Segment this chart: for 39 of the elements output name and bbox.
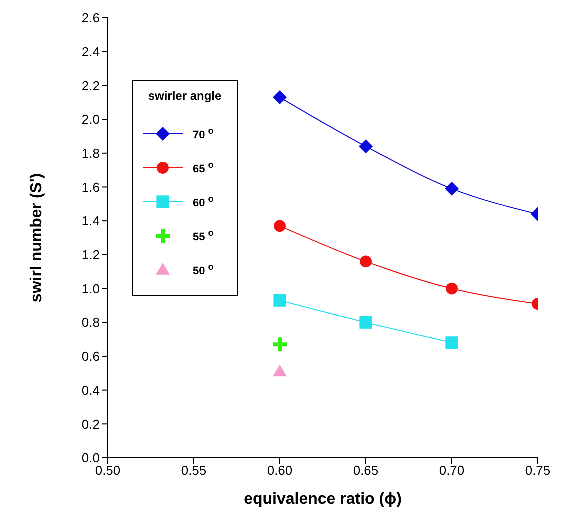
- legend-label: 65 $^{o}$: [193, 160, 214, 176]
- point: [360, 316, 372, 329]
- y-tick-label: 2.2: [82, 78, 100, 94]
- point: [273, 338, 287, 352]
- x-tick-label: 0.55: [181, 463, 207, 478]
- x-tick-label: 0.70: [439, 463, 465, 478]
- y-tick-label: 0.2: [82, 416, 100, 432]
- y-tick-label: 1.6: [82, 180, 100, 195]
- x-tick-label: 0.50: [95, 463, 121, 478]
- y-tick-label: 1.2: [82, 248, 100, 263]
- point: [274, 220, 286, 232]
- y-tick-label: 0.8: [82, 315, 100, 330]
- point: [446, 282, 458, 295]
- point: [445, 182, 459, 196]
- x-tick-label: 0.60: [267, 463, 293, 478]
- y-tick-label: 2.6: [82, 10, 100, 26]
- y-tick-label: 1.8: [82, 146, 100, 161]
- y-tick-label: 1.0: [82, 281, 100, 296]
- y-tick-label: 0.0: [82, 450, 100, 466]
- x-axis-title: equivalence ratio (ϕ): [244, 491, 402, 508]
- y-tick-label: 1.4: [82, 214, 100, 229]
- x-tick-label: 0.65: [353, 463, 379, 478]
- point: [273, 90, 287, 105]
- y-tick-label: 0.4: [82, 382, 100, 398]
- y-tick-label: 2.4: [82, 44, 100, 60]
- legend-label: 60 $^{o}$: [193, 194, 214, 210]
- point: [360, 256, 372, 268]
- point: [359, 140, 373, 154]
- y-tick-label: 0.6: [82, 349, 100, 364]
- legend-label: 55 $^{o}$: [193, 228, 214, 244]
- point: [274, 294, 286, 307]
- legend-label: 70 $^{o}$: [193, 126, 214, 142]
- legend-title: swirler angle: [147, 89, 223, 103]
- point: [446, 336, 458, 350]
- x-tick-label: 0.75: [525, 463, 551, 478]
- y-axis-title: swirl number (S'): [28, 173, 46, 303]
- point: [273, 364, 287, 377]
- y-tick-label: 2.0: [82, 112, 100, 128]
- legend-label: 50 $^{o}$: [193, 262, 214, 278]
